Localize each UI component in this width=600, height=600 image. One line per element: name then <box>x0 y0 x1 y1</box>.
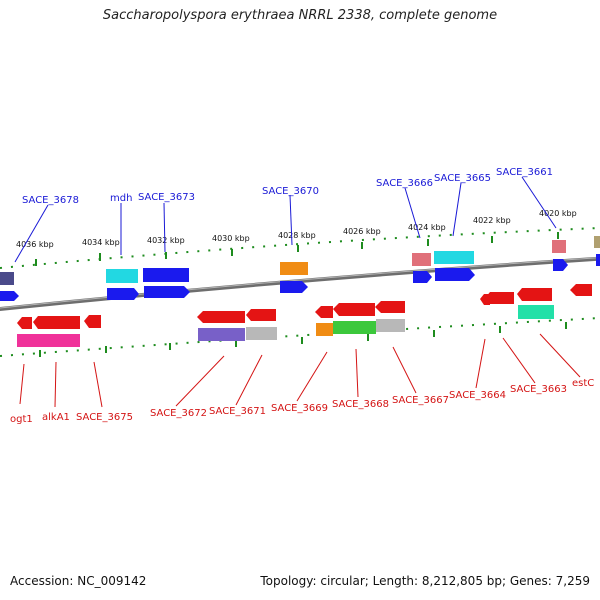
gene-block <box>552 240 566 253</box>
gene-block <box>198 328 245 341</box>
gene-label-forward: mdh <box>110 193 132 204</box>
scale-label: 4030 kbp <box>212 234 250 243</box>
gene-arrow <box>315 306 333 318</box>
gene-label-forward: SACE_3661 <box>496 167 553 178</box>
gene-block <box>518 305 554 319</box>
gene-label-reverse: SACE_3663 <box>510 384 567 395</box>
gene-block <box>376 319 405 332</box>
gene-arrow <box>0 291 19 301</box>
gene-label-reverse: alkA1 <box>42 412 70 423</box>
gene-block <box>246 327 277 340</box>
gene-arrow <box>517 288 552 301</box>
gene-block <box>316 323 333 336</box>
gene-label-forward: SACE_3673 <box>138 192 195 203</box>
gene-arrow <box>485 292 514 304</box>
gene-arrow <box>144 286 190 298</box>
gene-label-forward: SACE_3665 <box>434 173 491 184</box>
scale-label: 4026 kbp <box>343 227 381 236</box>
gene-label-reverse: SACE_3664 <box>449 390 506 401</box>
gene-arrow <box>197 311 245 323</box>
gene-label-reverse: ogt1 <box>10 414 33 425</box>
gene-arrow <box>333 303 375 316</box>
gene-block <box>594 236 600 248</box>
genome-summary-text: Topology: circular; Length: 8,212,805 bp… <box>260 574 590 588</box>
gene-arrow <box>413 271 432 283</box>
gene-label-reverse: SACE_3672 <box>150 408 207 419</box>
scale-label: 4036 kbp <box>16 240 54 249</box>
forward-label-leaders <box>14 176 557 263</box>
map-title: Saccharopolyspora erythraea NRRL 2338, c… <box>102 8 498 23</box>
scale-label: 4022 kbp <box>473 216 511 225</box>
gene-arrow <box>246 309 276 321</box>
gene-label-reverse: SACE_3667 <box>392 395 449 406</box>
gene-label-reverse: SACE_3669 <box>271 403 328 414</box>
gene-arrow <box>280 281 308 293</box>
accession-text: Accession: NC_009142 <box>10 574 147 588</box>
gene-block <box>412 253 431 266</box>
gene-arrow <box>375 301 405 313</box>
gene-label-forward: SACE_3678 <box>22 195 79 206</box>
gene-block <box>333 321 376 334</box>
gene-label-forward: SACE_3670 <box>262 186 319 197</box>
gene-arrow <box>33 316 80 329</box>
gene-label-reverse: SACE_3668 <box>332 399 389 410</box>
gene-block <box>17 334 33 347</box>
gene-label-forward: SACE_3666 <box>376 178 433 189</box>
scale-label: 4020 kbp <box>539 209 577 218</box>
gene-label-reverse: SACE_3671 <box>209 406 266 417</box>
gene-arrow <box>435 268 475 281</box>
gene-arrow <box>17 317 32 329</box>
gene-block <box>280 262 308 275</box>
gene-block <box>434 251 474 264</box>
upper-major-ticks <box>35 232 559 266</box>
reverse-features <box>17 284 592 347</box>
gene-label-reverse: estC <box>572 378 594 389</box>
lower-scale-line <box>0 317 600 357</box>
genome-backbone-highlight <box>0 257 600 309</box>
gene-block <box>33 334 80 347</box>
gene-arrow <box>107 288 139 300</box>
scale-label: 4024 kbp <box>408 223 446 232</box>
gene-block <box>0 272 14 285</box>
scale-label: 4032 kbp <box>147 236 185 245</box>
gene-block <box>106 269 138 283</box>
gene-arrow <box>570 284 592 296</box>
upper-scale-line <box>0 227 600 269</box>
gene-label-reverse: SACE_3675 <box>76 412 133 423</box>
scale-label: 4034 kbp <box>82 238 120 247</box>
gene-arrow <box>84 315 101 328</box>
lower-major-ticks <box>39 322 567 357</box>
scale-label: 4028 kbp <box>278 231 316 240</box>
gene-block <box>596 254 600 266</box>
gene-block <box>143 268 189 282</box>
forward-features <box>0 236 600 301</box>
gene-arrow <box>553 259 568 271</box>
reverse-label-leaders <box>19 333 581 408</box>
